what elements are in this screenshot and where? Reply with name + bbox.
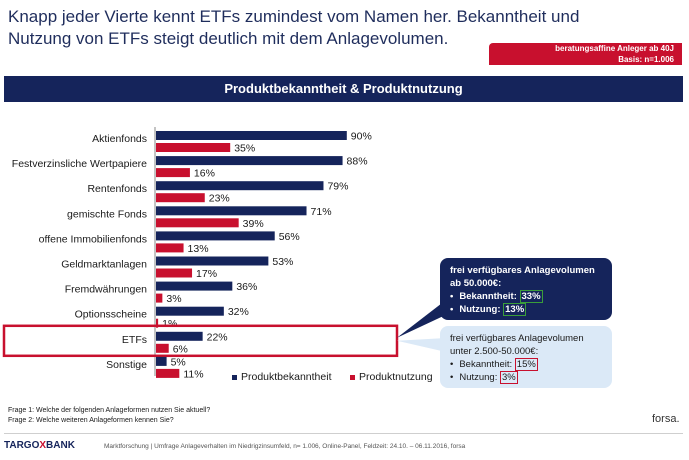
footer-divider — [4, 433, 683, 434]
value-label-nutzung-festverzinsliche-wertpapiere: 16% — [194, 168, 215, 180]
value-label-bekanntheit-offene-immobilienfonds: 56% — [279, 231, 300, 243]
bar-nutzung-etfs — [156, 343, 169, 353]
legend-swatch-nutzung — [350, 375, 355, 380]
callout-high-nutz-label: Nutzung: — [459, 304, 501, 315]
bar-bekanntheit-offene-immobilienfonds — [156, 231, 275, 241]
value-label-bekanntheit-rentenfonds: 79% — [327, 181, 348, 193]
bar-nutzung-geldmarktanlagen — [156, 268, 193, 278]
category-label-etfs: ETFs — [122, 334, 147, 346]
brand-x: X — [39, 440, 47, 451]
bar-nutzung-offene-immobilienfonds — [156, 243, 184, 253]
bar-nutzung-rentenfonds — [156, 193, 205, 203]
category-label-gemischte-fonds: gemischte Fonds — [67, 208, 147, 220]
value-label-nutzung-sonstige: 11% — [183, 368, 203, 380]
headline: Knapp jeder Vierte kennt ETFs zumindest … — [8, 6, 628, 50]
sample-line-2: Basis: n=1.006 — [618, 55, 674, 64]
legend-label-nutzung: Produktnutzung — [359, 371, 433, 383]
callout-high-bekanntheit: Bekanntheit: 33% — [450, 290, 602, 303]
callout-low-bek-label: Bekanntheit: — [459, 359, 513, 370]
value-label-bekanntheit-fremdw-hrungen: 36% — [236, 281, 257, 293]
category-label-fremdw-hrungen: Fremdwährungen — [65, 284, 147, 296]
targobank-logo: TARGOXBANK — [4, 440, 75, 451]
section-title: Produktbekanntheit & Produktnutzung — [4, 76, 683, 102]
callout-low-bek-value: 15% — [514, 358, 538, 371]
callout-low-volume: frei verfügbares Anlagevolumen unter 2.5… — [440, 326, 612, 388]
headline-line-1: Knapp jeder Vierte kennt ETFs zumindest … — [8, 7, 580, 26]
category-label-festverzinsliche-wertpapiere: Festverzinsliche Wertpapiere — [12, 158, 147, 170]
callout-high-volume: frei verfügbares Anlagevolumen ab 50.000… — [440, 258, 612, 320]
callout-low-bekanntheit: Bekanntheit: 15% — [450, 358, 602, 371]
category-label-geldmarktanlagen: Geldmarktanlagen — [61, 259, 147, 271]
category-label-offene-immobilienfonds: offene Immobilienfonds — [39, 233, 147, 245]
bar-nutzung-aktienfonds — [156, 143, 231, 152]
bar-nutzung-sonstige — [156, 368, 180, 378]
footer-source: Marktforschung | Umfrage Anlageverhalten… — [104, 443, 466, 450]
callout-high-nutz-value: 13% — [503, 303, 527, 316]
callout-high-bek-label: Bekanntheit: — [459, 291, 517, 302]
value-label-nutzung-rentenfonds: 23% — [209, 193, 230, 205]
callout-low-nutz-label: Nutzung: — [459, 372, 498, 383]
sample-line-1: beratungsaffine Anleger ab 40J — [555, 44, 674, 53]
bar-nutzung-festverzinsliche-wertpapiere — [156, 168, 190, 178]
bar-bekanntheit-aktienfonds — [156, 131, 347, 140]
value-label-nutzung-etfs: 6% — [173, 343, 188, 355]
legend-swatch-bekanntheit — [232, 375, 237, 380]
callout-pointer-low — [397, 338, 446, 352]
footnote-q1: Frage 1: Welche der folgenden Anlageform… — [8, 407, 211, 414]
category-label-aktienfonds: Aktienfonds — [92, 133, 147, 145]
bar-bekanntheit-gemischte-fonds — [156, 206, 307, 216]
headline-line-2: Nutzung von ETFs steigt deutlich mit dem… — [8, 29, 449, 48]
bar-nutzung-gemischte-fonds — [156, 218, 239, 228]
callout-low-nutzung: Nutzung: 3% — [450, 371, 602, 384]
value-label-bekanntheit-geldmarktanlagen: 53% — [272, 256, 293, 268]
value-label-bekanntheit-optionsscheine: 32% — [228, 306, 249, 318]
callout-high-line2: ab 50.000€: — [450, 278, 502, 289]
callout-low-line1: frei verfügbares Anlagevolumen — [450, 333, 584, 344]
value-label-nutzung-gemischte-fonds: 39% — [243, 218, 264, 230]
bar-bekanntheit-sonstige — [156, 356, 167, 366]
value-label-bekanntheit-festverzinsliche-wertpapiere: 88% — [347, 156, 368, 168]
bar-bekanntheit-rentenfonds — [156, 181, 324, 191]
bar-bekanntheit-optionsscheine — [156, 306, 224, 316]
value-label-bekanntheit-etfs: 22% — [207, 331, 228, 343]
value-label-nutzung-geldmarktanlagen: 17% — [196, 268, 217, 280]
value-label-nutzung-fremdw-hrungen: 3% — [166, 293, 181, 305]
bar-bekanntheit-festverzinsliche-wertpapiere — [156, 156, 343, 166]
brand-b: BANK — [46, 440, 75, 451]
callout-high-bek-value: 33% — [519, 290, 543, 303]
callout-low-nutz-value: 3% — [500, 371, 518, 384]
bar-bekanntheit-etfs — [156, 331, 203, 341]
callout-high-nutzung: Nutzung: 13% — [450, 303, 602, 316]
value-label-bekanntheit-gemischte-fonds: 71% — [311, 206, 332, 218]
legend-label-bekanntheit: Produktbekanntheit — [241, 371, 332, 383]
category-label-optionsscheine: Optionsscheine — [75, 309, 148, 321]
bar-nutzung-fremdw-hrungen — [156, 293, 163, 303]
category-label-rentenfonds: Rentenfonds — [87, 183, 147, 195]
bar-nutzung-optionsscheine — [156, 318, 159, 328]
sample-badge: beratungsaffine Anleger ab 40J Basis: n=… — [489, 43, 682, 65]
forsa-logo: forsa. — [652, 413, 680, 425]
callout-pointer-high — [397, 300, 452, 338]
value-label-nutzung-optionsscheine: 1% — [162, 318, 177, 330]
footnote-q2: Frage 2: Welche weiteren Anlageformen ke… — [8, 417, 174, 424]
value-label-nutzung-aktienfonds: 35% — [234, 143, 255, 155]
category-label-sonstige: Sonstige — [106, 359, 147, 371]
value-label-bekanntheit-aktienfonds: 90% — [351, 131, 372, 143]
bar-bekanntheit-fremdw-hrungen — [156, 281, 233, 291]
callout-low-line2: unter 2.500-50.000€: — [450, 346, 539, 357]
callout-high-line1: frei verfügbares Anlagevolumen — [450, 265, 595, 276]
bar-bekanntheit-geldmarktanlagen — [156, 256, 269, 266]
value-label-bekanntheit-sonstige: 5% — [171, 356, 186, 368]
value-label-nutzung-offene-immobilienfonds: 13% — [188, 243, 209, 255]
brand-a: TARGO — [4, 440, 40, 451]
